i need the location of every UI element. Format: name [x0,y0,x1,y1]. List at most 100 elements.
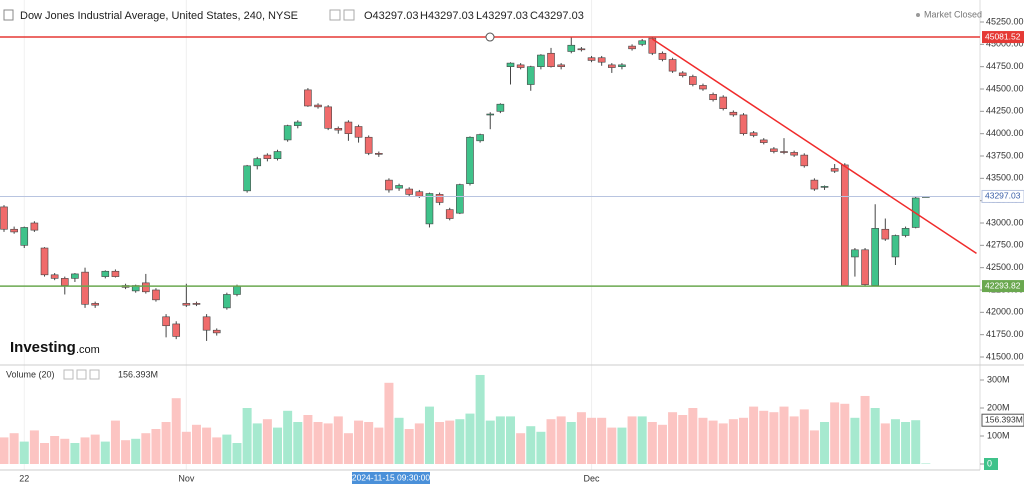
settings-icon[interactable] [343,9,355,21]
candle-body [71,273,79,279]
volume-bar [576,412,586,464]
candle-body [172,323,181,337]
volume-bar [323,423,333,464]
candle-body [304,89,312,107]
candle-body [476,134,484,142]
ohlc-close: C43297.03 [530,10,584,22]
crosshair-box [352,472,430,484]
volume-bar [485,420,495,464]
y-tick-label: 43500.00 [986,173,1024,183]
candle-body [10,228,18,233]
candle-body [283,125,292,141]
volume-bar [313,422,323,464]
candle-body [375,153,383,155]
level-label: 42293.82 [985,280,1021,290]
candle-body [496,103,505,112]
candle-body [344,121,353,134]
y2-tick-label: 0 [987,458,992,468]
volume-bar [708,420,718,464]
volume-settings-icon[interactable] [76,369,87,380]
candle-body [901,228,910,236]
candle-body [689,76,697,85]
candle-body [334,128,343,131]
symbol-icon[interactable] [3,9,14,21]
volume-bar [749,406,759,464]
volume-bar [779,406,789,464]
x-tick-label: Dec [584,473,601,483]
volume-bar [556,416,566,464]
volume-bar [354,420,364,464]
volume-bar [100,441,110,464]
volume-bar [830,402,840,464]
volume-bar [303,415,313,464]
candle-body [50,274,59,279]
volume-bar [29,430,39,464]
y2-tick-label: 300M [987,374,1010,384]
y-tick-label: 43000.00 [986,217,1024,227]
candle-body [810,179,819,190]
candle-body [101,270,110,277]
volume-bar [394,417,404,464]
volume-bar [343,433,353,464]
volume-bar [445,420,455,464]
volume-bar [121,440,131,464]
volume-bar [911,420,921,464]
candle-body [435,194,444,203]
current-price-box [981,189,1024,203]
candle-body [648,37,657,54]
volume-bar [495,416,505,464]
candle-body [202,316,211,331]
y-tick-label: 45000.00 [986,39,1024,49]
volume-bar [19,441,29,464]
candle-body [152,289,160,301]
volume-bar [809,430,819,464]
logo: Investing [10,339,76,356]
volume-bar [212,437,222,464]
volume-bar [262,419,272,464]
volume-bar [880,423,890,464]
volume-bar [161,422,171,464]
candle-body [314,104,322,108]
volume-bar [384,382,394,464]
eye-icon[interactable] [329,9,341,21]
volume-bar [688,408,698,464]
candle-body [739,114,748,134]
volume-bar [151,429,161,464]
volume-bar [728,419,738,464]
candle-body [405,188,414,195]
level-label-box [982,280,1024,293]
volume-bar [850,417,860,464]
candle-body [770,148,778,152]
volume-bar [90,434,100,464]
volume-bar [110,420,120,464]
candle-body [456,184,464,214]
volume-bar [516,433,526,464]
volume-eye-icon[interactable] [63,369,74,380]
current-price-label: 43297.03 [985,191,1021,201]
volume-close-icon[interactable] [89,369,100,380]
candle-body [861,249,869,285]
ohlc-high: H43297.03 [420,10,474,22]
candle-body [628,45,636,50]
volume-bar [435,422,445,464]
volume-bar [475,374,485,464]
y-tick-label: 41750.00 [986,329,1024,339]
candle-body [354,126,363,138]
volume-value-box [981,413,1024,427]
volume-bar [789,416,799,464]
candle-body [719,96,728,109]
volume-bar [424,406,434,464]
candle-body [263,154,272,159]
volume-bar [657,424,667,464]
candle-body [192,303,201,305]
volume-bar [890,419,900,464]
volume-bar [566,422,576,464]
y-tick-label: 41500.00 [986,351,1024,361]
y-tick-label: 44500.00 [986,83,1024,93]
candle-body [749,132,758,136]
ohlc-low: L43297.03 [476,10,528,22]
volume-bar [536,431,546,464]
volume-bar [374,427,384,464]
